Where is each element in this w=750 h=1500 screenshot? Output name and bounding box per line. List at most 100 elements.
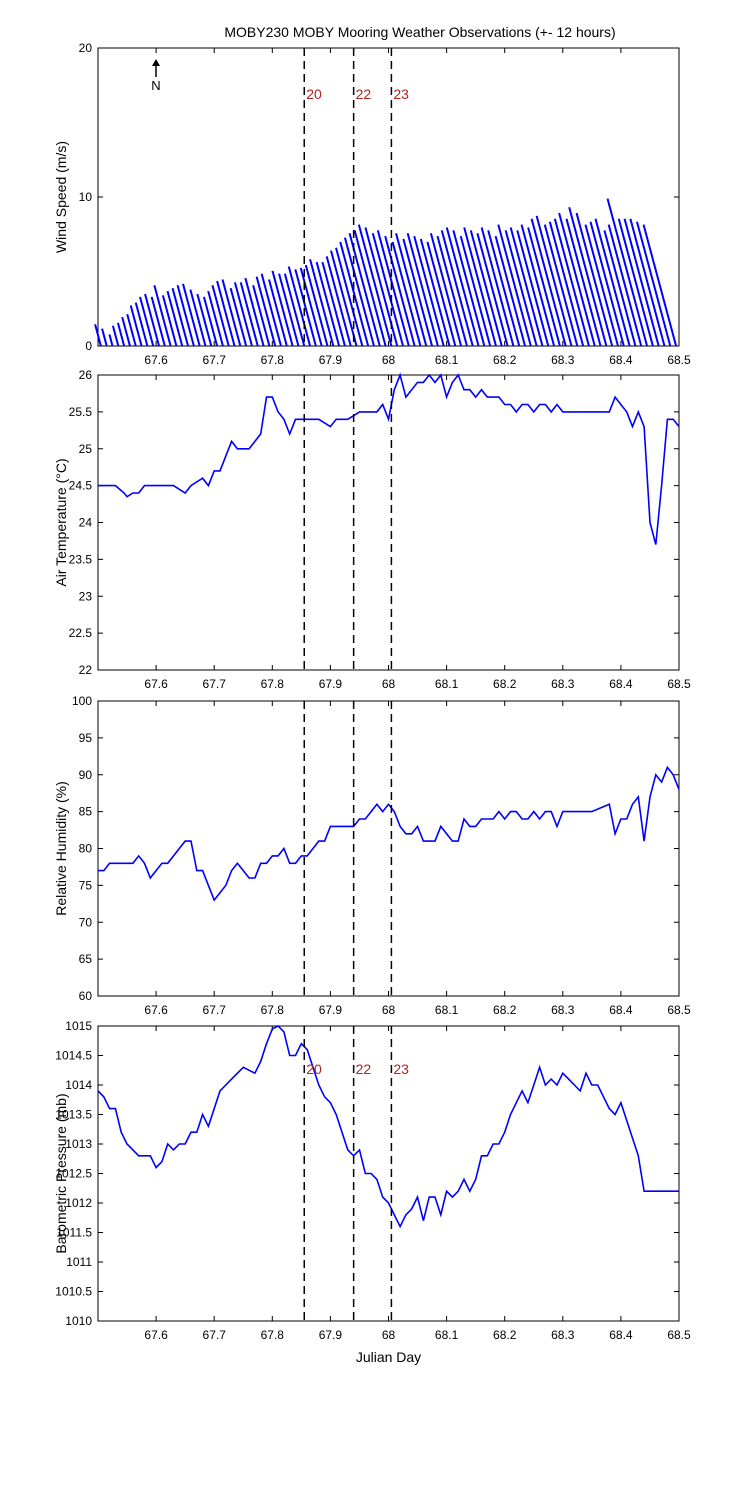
x-tick-label: 68.5 <box>667 353 691 367</box>
wind-stick <box>371 233 404 347</box>
x-tick-label: 67.6 <box>144 353 168 367</box>
wind-stick <box>111 325 120 347</box>
wind-stick <box>607 224 643 347</box>
x-tick-label: 68.2 <box>493 353 517 367</box>
wind-stick <box>535 215 573 347</box>
data-line <box>98 765 680 902</box>
event-marker-label: 22 <box>356 1061 372 1077</box>
y-tick-label: 1010.5 <box>55 1285 92 1299</box>
data-line <box>98 372 680 545</box>
wind-stick <box>239 282 259 347</box>
wind-stick <box>134 302 149 347</box>
wind-stick <box>480 227 515 347</box>
x-tick-label: 68.5 <box>667 677 691 691</box>
wind-stick <box>330 250 358 347</box>
wind-stick <box>440 230 474 347</box>
wind-stick <box>153 285 172 347</box>
wind-stick <box>520 224 556 347</box>
north-label: N <box>151 78 160 93</box>
wind-stick <box>565 218 602 347</box>
wind-stick <box>426 241 457 347</box>
axes-box <box>97 700 680 997</box>
y-tick-label: 1014.5 <box>55 1049 92 1063</box>
y-tick-label: 25 <box>79 442 93 456</box>
wind-stick <box>233 282 253 347</box>
wind-stick <box>315 261 341 347</box>
wind-stick <box>278 273 300 347</box>
x-tick-label: 68.4 <box>609 353 633 367</box>
x-tick-label: 68.5 <box>667 1328 691 1342</box>
x-tick-label: 68.1 <box>435 1328 459 1342</box>
y-tick-label: 22 <box>79 663 93 677</box>
wind-stick <box>182 283 201 347</box>
wind-stick <box>283 273 306 347</box>
wind-stick <box>476 233 509 347</box>
wind-stick <box>299 267 323 347</box>
y-tick-label: 1015 <box>65 1019 92 1033</box>
y-tick-label: 10 <box>79 190 93 204</box>
x-tick-label: 68.4 <box>609 1328 633 1342</box>
wind-stick <box>129 305 143 347</box>
event-marker-label: 22 <box>356 86 372 102</box>
x-tick-label: 67.8 <box>261 353 285 367</box>
y-tick-label: 22.5 <box>69 626 93 640</box>
wind-stick <box>101 328 108 347</box>
y-tick-label: 75 <box>79 878 93 892</box>
x-tick-label: 67.8 <box>261 1328 285 1342</box>
y-tick-label: 1011.5 <box>56 1226 92 1240</box>
wind-stick <box>509 227 544 347</box>
x-tick-label: 68.2 <box>493 677 517 691</box>
wind-stick <box>391 241 422 347</box>
x-tick-label: 68.4 <box>609 677 633 691</box>
x-tick-label: 68 <box>382 353 396 367</box>
y-tick-label: 1011 <box>66 1255 92 1269</box>
x-tick-label: 68.2 <box>493 1003 517 1017</box>
event-marker-label: 23 <box>393 86 409 102</box>
x-tick-label: 67.7 <box>203 1328 227 1342</box>
axes-box <box>97 47 680 347</box>
x-tick-label: 67.9 <box>319 1328 343 1342</box>
wind-stick <box>494 235 527 347</box>
wind-stick <box>94 324 102 347</box>
wind-stick <box>516 230 550 347</box>
y-axis-label: Wind Speed (m/s) <box>53 141 69 253</box>
wind-stick <box>395 233 428 347</box>
wind-stick <box>321 261 346 347</box>
wind-stick <box>548 221 585 347</box>
y-tick-label: 60 <box>79 989 93 1003</box>
event-marker-label: 23 <box>393 1061 409 1077</box>
wind-stick <box>207 290 224 347</box>
wind-stick <box>202 296 219 347</box>
wind-stick <box>452 230 486 347</box>
wind-stick <box>459 235 492 347</box>
wind-stick <box>116 322 126 347</box>
wind-stick <box>271 270 294 347</box>
wind-stick <box>487 230 521 347</box>
wind-stick <box>335 247 364 347</box>
x-tick-label: 67.7 <box>203 1003 227 1017</box>
y-tick-label: 90 <box>79 768 93 782</box>
x-tick-label: 68.1 <box>435 677 459 691</box>
y-tick-label: 1013.5 <box>55 1108 92 1122</box>
wind-stick <box>436 235 468 347</box>
wind-stick <box>357 224 393 347</box>
x-tick-label: 67.8 <box>261 1003 285 1017</box>
wind-stick <box>429 233 463 347</box>
wind-stick <box>339 241 370 347</box>
wind-stick <box>617 218 654 347</box>
panel-air-temperature: 22 22.5 23 23.5 24 24.5 25 25.5 26 67.6 67.7 67.8 67… <box>53 368 691 691</box>
y-tick-label: 1012.5 <box>55 1167 92 1181</box>
x-tick-label: 68.1 <box>435 353 459 367</box>
wind-stick <box>171 287 190 347</box>
x-tick-label: 68.3 <box>551 677 575 691</box>
y-tick-label: 95 <box>79 731 93 745</box>
wind-stick <box>642 224 678 347</box>
wind-stick <box>527 227 561 347</box>
x-tick-label: 67.7 <box>203 353 227 367</box>
wind-stick <box>126 313 137 347</box>
event-marker-label: 20 <box>306 1061 322 1077</box>
wind-stick <box>353 230 387 347</box>
wind-stick <box>603 230 637 347</box>
y-tick-label: 1010 <box>65 1314 92 1328</box>
wind-stick <box>623 218 660 347</box>
